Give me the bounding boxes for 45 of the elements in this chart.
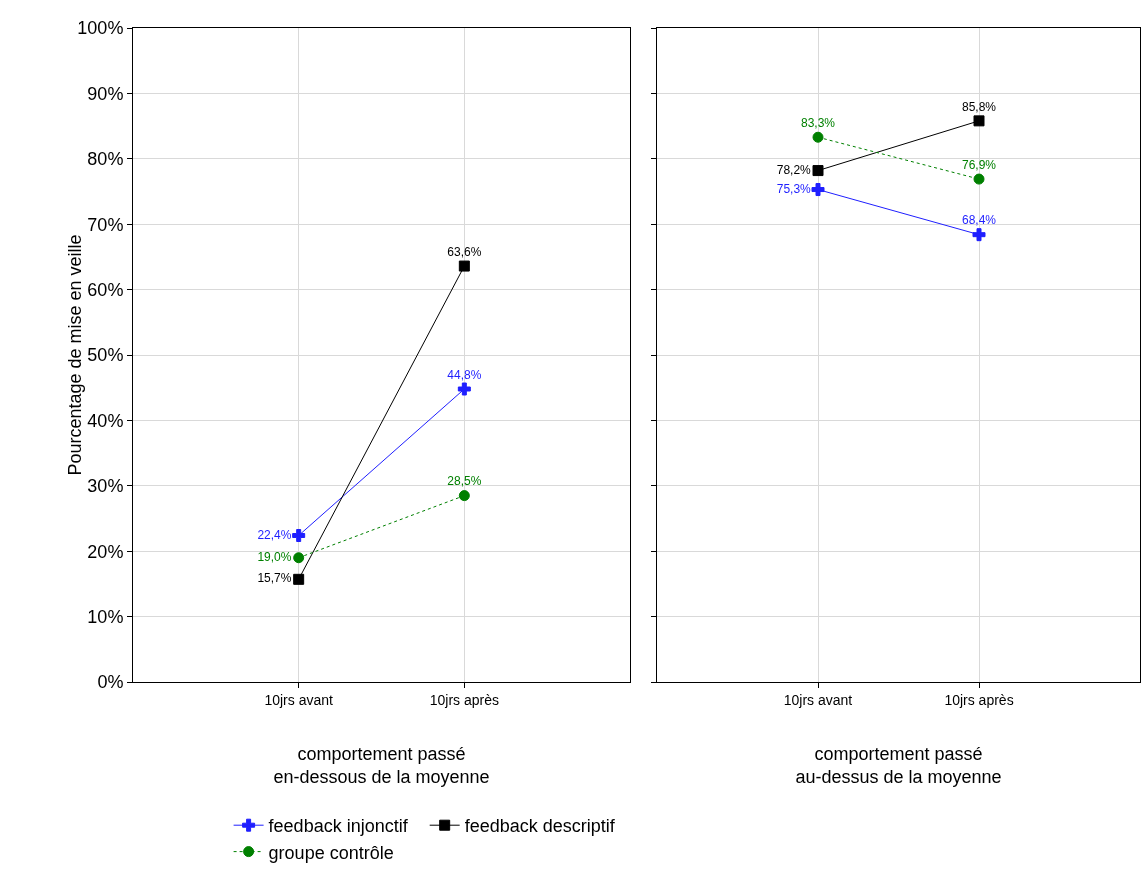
y-tick-label: 10% [87,606,124,627]
y-tick-label: 80% [87,149,124,170]
point [812,165,824,177]
data-label: 75,3% [776,181,812,196]
x-tick-label: 10jrs après [429,691,499,708]
y-tick-label: 60% [87,279,124,300]
x-tick-label: 10jrs avant [783,691,853,708]
x-axis-title: comportement passé en-dessous de la moyenne [273,743,490,788]
data-label: 63,6% [447,244,482,259]
point [973,173,985,185]
data-label: 15,7% [257,571,292,586]
x-tick-label: 10jrs avant [264,691,334,708]
data-label: 78,2% [776,162,812,177]
x-tick-label: 10jrs après [944,691,1014,708]
y-tick-label: 90% [87,83,124,104]
y-tick-label: 20% [87,541,124,562]
point [292,529,306,542]
y-tick-label: 0% [97,672,124,693]
data-label: 28,5% [447,474,482,489]
y-tick-label: 100% [77,18,124,39]
point [293,552,305,564]
x-axis-title: comportement passé au-dessus de la moyenne [795,743,1002,788]
legend-label: feedback injonctif [268,816,409,837]
legend-label: groupe contrôle [268,842,394,863]
data-label: 83,3% [800,115,836,130]
data-label: 44,8% [447,367,482,382]
y-tick-label: 70% [87,214,124,235]
y-tick-label: 40% [87,410,124,431]
y-tick-label: 30% [87,476,124,497]
point [811,183,825,197]
data-label: 68,4% [961,213,997,228]
data-label: 76,9% [961,157,997,172]
point [458,260,470,272]
point [973,115,985,127]
data-label: 22,4% [257,527,292,542]
y-axis-title: Pourcentage de mise en veille [65,234,86,476]
point [293,573,305,585]
point [457,382,471,396]
point [812,131,824,143]
point [972,228,986,242]
data-label: 19,0% [257,549,292,564]
y-tick-label: 50% [87,345,124,366]
legend-label: feedback descriptif [464,816,616,837]
point [458,490,470,502]
data-label: 85,8% [961,99,997,114]
